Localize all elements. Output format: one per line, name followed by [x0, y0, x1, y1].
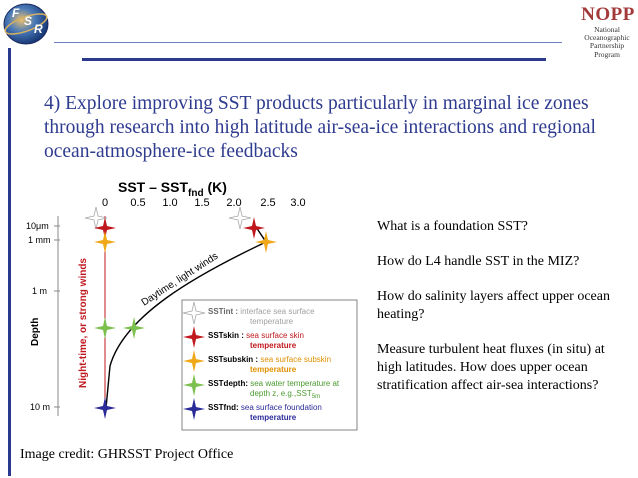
night-profile-label: Night-time, or strong winds: [78, 258, 89, 388]
sst-profile-figure: SST – SSTfnd (K) 0 0.5 1.0 1.5 2.0 2.5 3…: [26, 179, 358, 431]
legend-sstsubskin-line2: temperature: [250, 365, 297, 374]
legend-sstsubskin-bold: SSTsubskin :: [208, 355, 258, 364]
figure-title-sub: fnd: [188, 188, 204, 199]
legend-sstfnd-line2: temperature: [250, 413, 297, 422]
logo-letter-f: F: [12, 6, 20, 20]
depth-tick-labels: 10μm 1 mm 1 m 10 m: [26, 221, 51, 412]
nopp-logo-text: National Oceanographic Partnership Progr…: [577, 25, 637, 59]
marker-sstdepth-night: [94, 317, 116, 339]
left-accent-bar: [8, 48, 11, 476]
marker-sstint-day: [228, 206, 252, 230]
legend-sstint-bold: SSTint :: [208, 307, 238, 316]
figure-title: SST – SSTfnd (K): [118, 179, 227, 199]
figure-title-unit: (K): [204, 179, 227, 195]
depth-tick-1mm: 1 mm: [28, 235, 51, 245]
image-credit: Image credit: GHRSST Project Office: [20, 447, 234, 462]
legend: SSTint : interface sea surface temperatu…: [182, 301, 340, 422]
question-4: Measure turbulent heat fluxes (in situ) …: [377, 342, 605, 393]
svg-text:SSTfnd: sea surface foundation: SSTfnd: sea surface foundation: [208, 403, 322, 412]
legend-sstdepth-line2-sub: 5m: [312, 394, 320, 400]
side-questions: What is a foundation SST? How do L4 hand…: [377, 218, 627, 412]
svg-text:SSTint : interface sea surface: SSTint : interface sea surface: [208, 307, 315, 316]
legend-item-sstsubskin: SSTsubskin : sea surface subskin tempera…: [183, 350, 331, 374]
legend-sstskin-bold: SSTskin :: [208, 331, 244, 340]
figure-title-main: SST – SST: [118, 179, 188, 195]
legend-sstint-line2: temperature: [250, 317, 294, 326]
x-tick-2: 1.0: [162, 197, 177, 209]
header-rule-thin: [54, 42, 562, 43]
svg-text:SSTdepth: sea water temperatur: SSTdepth: sea water temperature at: [208, 379, 340, 388]
depth-tick-10um: 10μm: [26, 221, 49, 231]
x-tick-3: 1.5: [194, 197, 209, 209]
question-3: How do salinity layers affect upper ocea…: [377, 289, 610, 322]
legend-sstfnd-bold: SSTfnd:: [208, 403, 239, 412]
legend-sstdepth-rest: sea water temperature at: [248, 379, 340, 388]
slide-heading: 4) Explore improving SST products partic…: [44, 93, 596, 162]
marker-sstfnd: [94, 397, 116, 419]
x-tick-0: 0: [102, 197, 108, 209]
depth-axis-label: Depth: [30, 318, 41, 346]
nopp-line-1: National: [594, 25, 620, 34]
x-tick-5: 2.5: [260, 197, 275, 209]
svg-text:SSTskin : sea surface skin: SSTskin : sea surface skin: [208, 331, 304, 340]
depth-tick-10m: 10 m: [30, 402, 50, 412]
svg-text:SSTsubskin : sea surface subsk: SSTsubskin : sea surface subskin: [208, 355, 331, 364]
question-2: How do L4 handle SST in the MIZ?: [377, 254, 580, 269]
legend-sstfnd-rest: sea surface foundation: [239, 403, 322, 412]
nopp-line-4: Program: [594, 49, 620, 59]
legend-sstdepth-line2: depth z, e.g.,SST: [250, 389, 312, 398]
x-tick-labels: 0 0.5 1.0 1.5 2.0 2.5 3.0: [102, 197, 306, 209]
legend-sstsubskin-rest: sea surface subskin: [258, 355, 331, 364]
legend-sstint-rest: interface sea surface: [238, 307, 315, 316]
question-1: What is a foundation SST?: [377, 219, 528, 234]
legend-box: [181, 299, 358, 431]
legend-item-sstdepth: SSTdepth: sea water temperature at depth…: [183, 374, 340, 400]
legend-item-sstfnd: SSTfnd: sea surface foundation temperatu…: [183, 398, 322, 422]
x-tick-4: 2.0: [226, 197, 241, 209]
legend-sstskin-line2: temperature: [250, 341, 297, 350]
depth-tick-1m: 1 m: [32, 286, 47, 296]
nopp-line-3: Partnership: [589, 41, 625, 51]
legend-item-sstskin: SSTskin : sea surface skin temperature: [183, 326, 304, 350]
legend-sstdepth-bold: SSTdepth:: [208, 379, 248, 388]
svg-text:depth z, e.g.,SST5m: depth z, e.g.,SST5m: [250, 389, 320, 400]
fsr-globe-logo: F S R: [3, 3, 49, 45]
marker-sstsubskin-night: [94, 231, 116, 253]
x-tick-1: 0.5: [130, 197, 145, 209]
nopp-line-2: Oceanographic: [584, 33, 630, 43]
x-tick-6: 3.0: [290, 197, 305, 209]
logo-letter-s: S: [24, 14, 32, 28]
legend-item-sstint: SSTint : interface sea surface temperatu…: [182, 301, 315, 326]
header-rule-thick: [82, 58, 546, 61]
logo-letter-r: R: [34, 22, 43, 36]
marker-sstsubskin-day: [255, 231, 277, 253]
day-profile-curve: [105, 223, 268, 409]
nopp-logo-title: NOPP: [581, 4, 635, 25]
legend-sstskin-rest: sea surface skin: [244, 331, 304, 340]
